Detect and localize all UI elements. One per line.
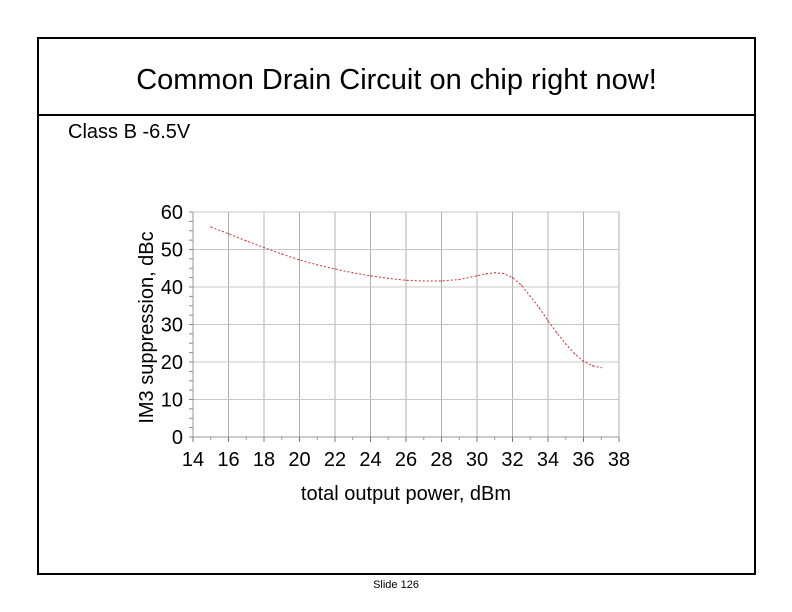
- series-point: [494, 272, 496, 274]
- series-point: [565, 343, 567, 345]
- series-point: [405, 279, 407, 281]
- series-point: [476, 275, 478, 277]
- y-tick-labels: 0 10 20 30 40 50 60: [161, 202, 183, 449]
- series-point: [210, 226, 212, 228]
- series-point: [316, 264, 318, 266]
- series-point: [538, 307, 540, 309]
- series-point: [520, 284, 522, 286]
- series-point: [503, 272, 505, 275]
- y-tick-label: 0: [172, 427, 183, 449]
- x-tick-label: 28: [430, 449, 452, 471]
- series-point: [369, 275, 372, 277]
- series-point: [298, 259, 301, 261]
- series-point: [574, 353, 576, 355]
- series-point: [556, 332, 558, 334]
- series-point: [263, 247, 265, 249]
- series-point: [352, 272, 354, 274]
- x-tick-label: 30: [466, 449, 488, 471]
- slide-footer: Slide 126: [373, 579, 419, 591]
- y-minor-ticks: [189, 211, 193, 438]
- series-point: [600, 367, 602, 369]
- series-point: [582, 360, 585, 362]
- series-point: [485, 273, 487, 275]
- x-axis-label: total output power, dBm: [301, 483, 511, 505]
- chart-series: [210, 226, 602, 369]
- series-point: [511, 277, 514, 279]
- x-tick-label: 16: [217, 449, 239, 471]
- x-tick-label: 24: [359, 449, 381, 471]
- x-tick-label: 26: [395, 449, 417, 471]
- slide-frame: Common Drain Circuit on chip right now!: [37, 37, 756, 575]
- y-tick-label: 20: [161, 352, 183, 374]
- series-line: [210, 226, 602, 369]
- series-point: [423, 280, 425, 282]
- series-point: [281, 253, 283, 255]
- y-tick-label: 30: [161, 315, 183, 337]
- title-box: Common Drain Circuit on chip right now!: [39, 39, 754, 116]
- series-point: [245, 240, 247, 242]
- series-point: [547, 320, 549, 322]
- series-point: [458, 278, 460, 281]
- chart-axes: [192, 212, 620, 442]
- x-tick-label: 32: [501, 449, 523, 471]
- y-axis-label: IM3 suppression, dBc: [136, 231, 158, 423]
- series-point: [591, 365, 593, 367]
- slide-title: Common Drain Circuit on chip right now!: [136, 64, 657, 96]
- slide-subtitle: Class B -6.5V: [68, 121, 191, 143]
- y-tick-label: 40: [161, 277, 183, 299]
- chart-grid: [193, 211, 620, 437]
- x-tick-label: 14: [182, 449, 204, 471]
- y-tick-label: 10: [161, 390, 183, 412]
- series-point: [334, 268, 336, 270]
- x-tick-label: 38: [608, 449, 630, 471]
- x-tick-label: 36: [572, 449, 594, 471]
- series-point: [529, 295, 531, 297]
- x-tick-label: 20: [288, 449, 310, 471]
- x-tick-labels: 14 16 18 20 22 24 26 28 30 32 34 36 38: [182, 449, 630, 471]
- x-tick-label: 34: [537, 449, 559, 471]
- y-tick-label: 60: [161, 202, 183, 224]
- y-tick-label: 50: [161, 240, 183, 262]
- series-point: [440, 280, 443, 282]
- x-tick-label: 22: [324, 449, 346, 471]
- x-tick-label: 18: [253, 449, 275, 471]
- series-point: [387, 277, 389, 279]
- series-point: [227, 233, 230, 235]
